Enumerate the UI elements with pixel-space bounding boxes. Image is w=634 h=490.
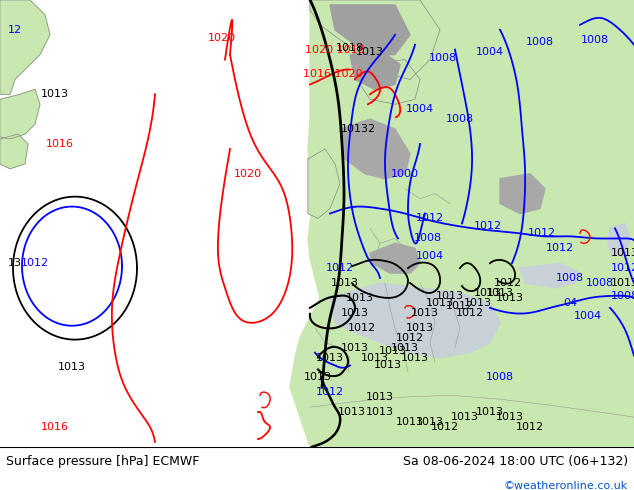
Text: Surface pressure [hPa] ECMWF: Surface pressure [hPa] ECMWF [6,456,200,468]
Text: 1013: 1013 [341,343,369,353]
Polygon shape [0,0,50,95]
Text: 1013: 1013 [374,361,402,370]
Text: 1016 1020: 1016 1020 [303,70,363,79]
Text: 1012: 1012 [316,387,344,397]
Text: 1013: 1013 [426,298,454,308]
Text: 1012: 1012 [348,323,376,333]
Polygon shape [608,223,630,256]
Text: 10132: 10132 [340,124,375,134]
Polygon shape [330,5,410,54]
Text: 1013: 1013 [496,412,524,422]
Text: 1008: 1008 [556,273,584,283]
Polygon shape [520,263,580,288]
Text: 1013: 1013 [316,352,344,363]
Polygon shape [290,0,634,447]
Text: 1012: 1012 [494,278,522,288]
Text: 1012: 1012 [611,263,634,273]
Text: 1013: 1013 [416,417,444,427]
Text: 1013: 1013 [401,352,429,363]
Text: 1013: 1013 [391,343,419,353]
Text: 1004: 1004 [406,104,434,114]
Text: 1013: 1013 [366,407,394,417]
Text: 1013: 1013 [496,293,524,303]
Text: 1012: 1012 [326,263,354,273]
Text: 1008: 1008 [414,233,442,244]
Text: 1013: 1013 [451,412,479,422]
Text: 04: 04 [563,298,577,308]
Text: 1013: 1013 [361,352,389,363]
Text: 1013: 1013 [474,288,502,298]
Text: 1013: 1013 [346,293,374,303]
Text: 1013: 1013 [411,308,439,318]
Text: 1013: 1013 [41,89,69,99]
Text: 1013: 1013 [486,288,514,298]
Text: 1008: 1008 [586,278,614,288]
Polygon shape [360,60,420,104]
Text: 12: 12 [8,25,22,35]
Text: Sa 08-06-2024 18:00 UTC (06+132): Sa 08-06-2024 18:00 UTC (06+132) [403,456,628,468]
Text: 1013: 1013 [331,278,359,288]
Text: 1013: 1013 [356,47,384,57]
Text: 1016: 1016 [46,139,74,149]
Polygon shape [350,49,400,89]
Text: 1013: 1013 [436,291,464,301]
Text: 1020: 1020 [234,169,262,179]
Text: 1013: 1013 [476,407,504,417]
Text: 13: 13 [8,258,22,268]
Text: 1008: 1008 [429,52,457,63]
Text: 1012: 1012 [431,422,459,432]
Text: 1013: 1013 [396,417,424,427]
Text: 1012: 1012 [446,301,474,311]
Polygon shape [308,149,340,219]
Polygon shape [340,119,410,179]
Text: 1012: 1012 [456,308,484,318]
Text: 1013: 1013 [611,278,634,288]
Text: 1012: 1012 [516,422,544,432]
Text: 1000: 1000 [391,169,419,179]
Text: 1008: 1008 [486,372,514,382]
Polygon shape [500,174,545,214]
Text: 1012: 1012 [416,214,444,223]
Text: 1020 1018: 1020 1018 [305,45,365,55]
Text: 1012: 1012 [528,228,556,238]
Text: 1013: 1013 [366,392,394,402]
Text: 1004: 1004 [416,251,444,261]
Text: 1008: 1008 [581,35,609,45]
Text: 1012: 1012 [21,258,49,268]
Text: 1012: 1012 [474,221,502,231]
Text: 1013: 1013 [406,323,434,333]
Text: 1008: 1008 [611,291,634,301]
Polygon shape [0,89,40,139]
Text: 1013: 1013 [338,407,366,417]
Polygon shape [330,283,500,358]
Text: 1013: 1013 [611,248,634,258]
Text: 1013: 1013 [304,372,332,382]
Text: ©weatheronline.co.uk: ©weatheronline.co.uk [503,481,628,490]
Text: 1020: 1020 [208,33,236,43]
Text: 1016: 1016 [41,422,69,432]
Text: 1018: 1018 [336,43,364,52]
Polygon shape [0,134,28,169]
Polygon shape [330,84,360,114]
Text: 1013: 1013 [379,345,407,356]
Text: 1012: 1012 [396,333,424,343]
Text: 1008: 1008 [526,37,554,47]
Text: 1012: 1012 [546,243,574,253]
Text: 1004: 1004 [574,311,602,321]
Text: 1013: 1013 [464,298,492,308]
Text: 1008: 1008 [446,114,474,124]
Text: 1013: 1013 [58,363,86,372]
Polygon shape [370,244,420,273]
Text: 1004: 1004 [476,47,504,57]
Text: 1013: 1013 [341,308,369,318]
Polygon shape [310,0,440,79]
